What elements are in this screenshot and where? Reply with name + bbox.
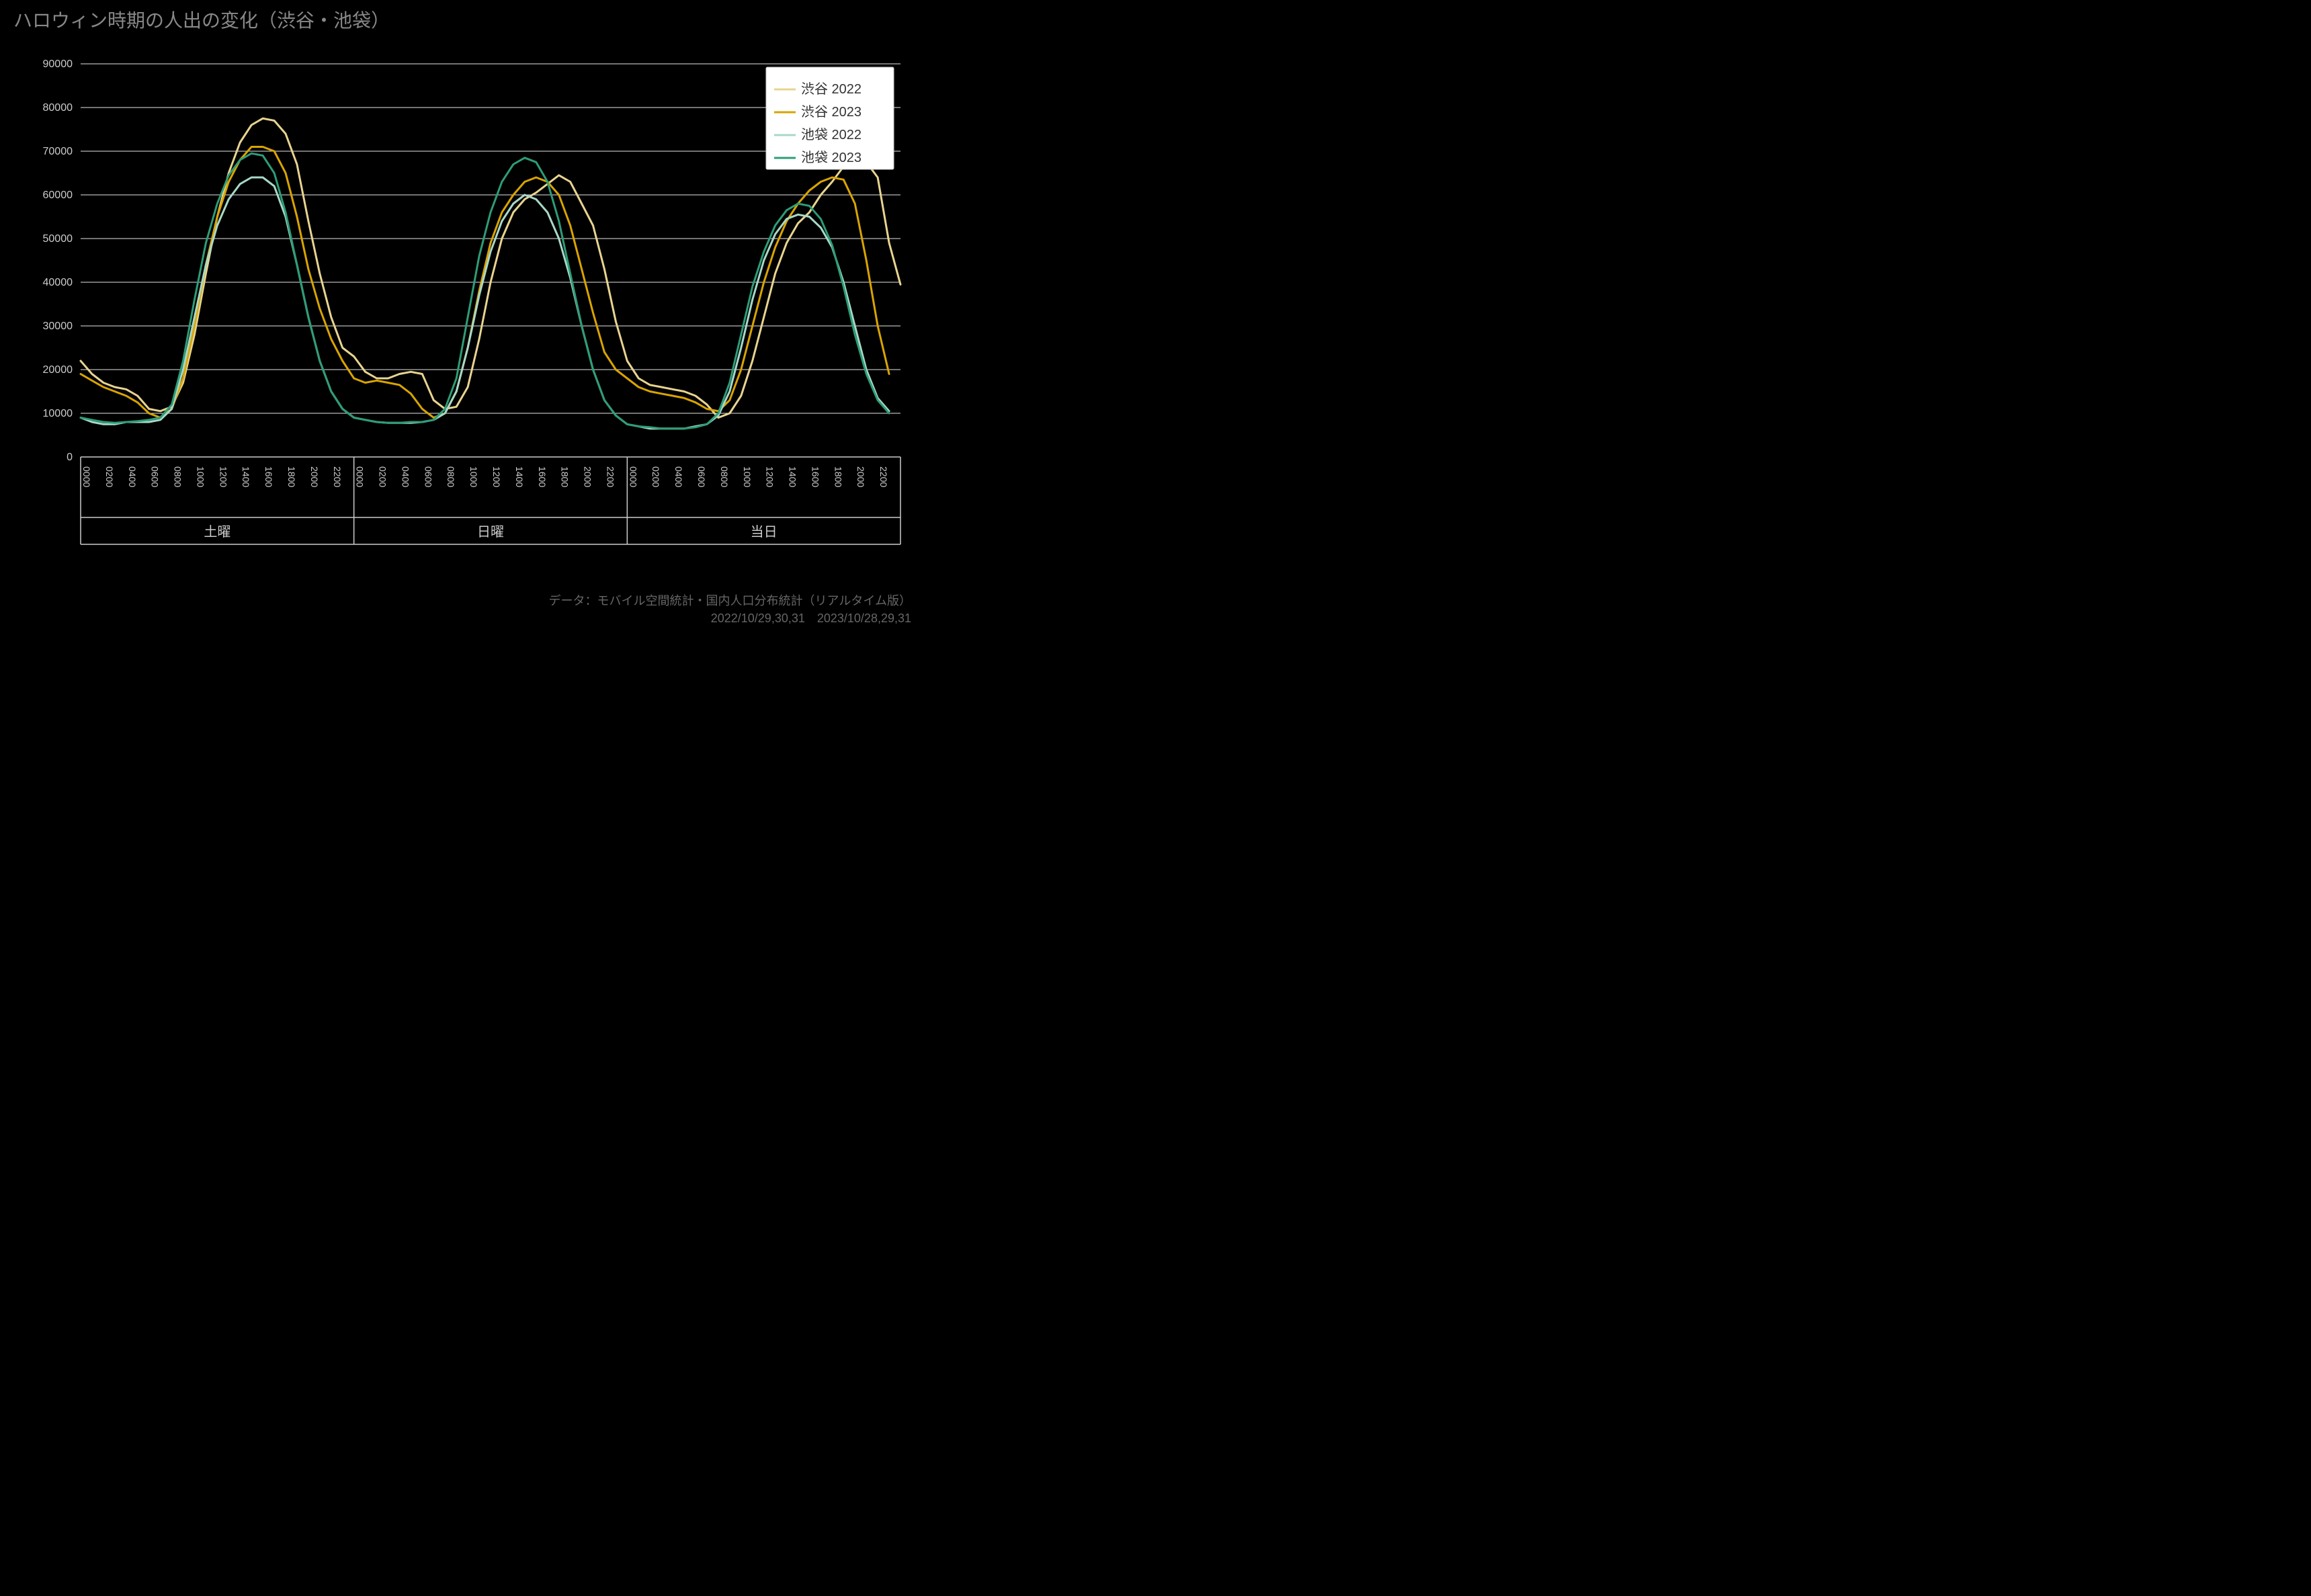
legend: 渋谷 2022 渋谷 2023 池袋 2022 池袋 2023 (766, 67, 894, 169)
y-tick-label: 90000 (43, 58, 73, 70)
x-tick-label: 0200 (650, 466, 661, 487)
x-tick-label: 1600 (263, 466, 274, 487)
x-tick-label: 0400 (400, 466, 411, 487)
legend-label: 池袋 2023 (801, 150, 862, 165)
x-tick-label: 1200 (491, 466, 502, 487)
x-tick-label: 1000 (742, 466, 753, 487)
x-tick-label: 0200 (104, 466, 115, 487)
x-tick-label: 2200 (605, 466, 616, 487)
y-tick-label: 70000 (43, 146, 73, 157)
legend-label: 渋谷 2022 (801, 81, 862, 97)
x-tick-label: 1600 (537, 466, 548, 487)
x-tick-label: 2000 (855, 466, 866, 487)
x-tick-label: 0000 (628, 466, 638, 487)
y-tick-label: 0 (67, 452, 73, 463)
x-tick-label: 1400 (241, 466, 251, 487)
legend-label: 渋谷 2023 (801, 104, 862, 120)
x-tick-label: 1000 (195, 466, 206, 487)
x-tick-label: 2200 (332, 466, 343, 487)
x-tick-label: 0000 (355, 466, 366, 487)
x-tick-label: 1400 (788, 466, 798, 487)
x-tick-label: 0600 (423, 466, 433, 487)
y-tick-label: 30000 (43, 321, 73, 332)
x-tick-label: 2200 (878, 466, 889, 487)
y-tick-label: 10000 (43, 408, 73, 419)
x-tick-label: 1800 (833, 466, 843, 487)
x-tick-label: 0800 (446, 466, 456, 487)
y-tick-label: 40000 (43, 277, 73, 288)
x-tick-label: 2000 (309, 466, 320, 487)
category-label: 当日 (751, 524, 778, 540)
y-tick-label: 60000 (43, 190, 73, 201)
x-tick-label: 0800 (173, 466, 183, 487)
x-tick-label: 1800 (286, 466, 297, 487)
x-tick-label: 0600 (150, 466, 161, 487)
y-tick-label: 50000 (43, 233, 73, 245)
x-tick-label: 0200 (378, 466, 388, 487)
x-tick-label: 2000 (583, 466, 593, 487)
credit-line: 2022/10/29,30,31 2023/10/28,29,31 (711, 612, 911, 625)
category-label: 日曜 (477, 525, 504, 540)
x-tick-label: 1600 (810, 466, 821, 487)
x-tick-label: 0800 (719, 466, 730, 487)
halloween-foot-traffic-chart: ハロウィン時期の人出の変化（渋谷・池袋） 0 10000 20000 30000 4000… (0, 0, 925, 638)
legend-label: 池袋 2022 (801, 127, 862, 142)
x-tick-label: 0000 (81, 466, 92, 487)
x-tick-label: 1800 (560, 466, 571, 487)
x-tick-label: 1200 (218, 466, 228, 487)
x-tick-label: 1400 (514, 466, 525, 487)
x-tick-label: 0600 (696, 466, 707, 487)
x-tick-label: 0400 (673, 466, 684, 487)
y-tick-label: 20000 (43, 364, 73, 376)
y-tick-label: 80000 (43, 102, 73, 114)
chart-title: ハロウィン時期の人出の変化（渋谷・池袋） (13, 10, 390, 31)
x-tick-label: 1000 (468, 466, 479, 487)
x-tick-label: 1200 (765, 466, 775, 487)
x-tick-label: 0400 (127, 466, 138, 487)
category-label: 土曜 (204, 524, 230, 540)
credit-line: データ：モバイル空間統計・国内人口分布統計（リアルタイム版） (549, 594, 911, 607)
